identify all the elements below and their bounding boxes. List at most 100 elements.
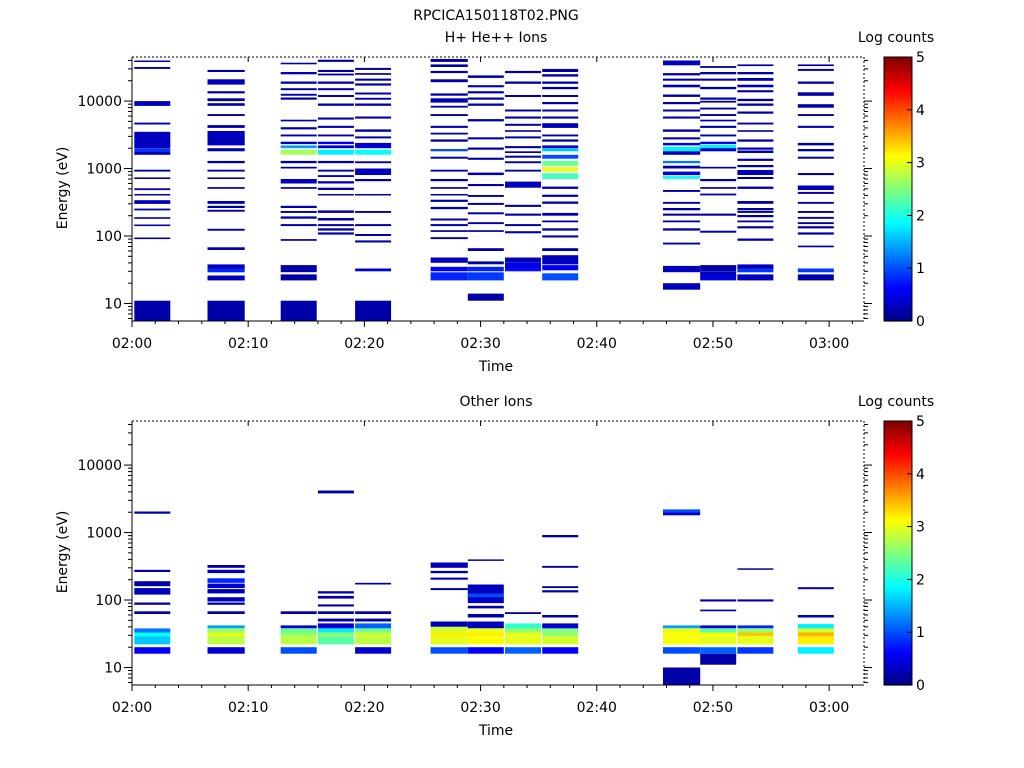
heatmap-cell	[134, 131, 171, 149]
y-axis-label: Energy (eV)	[55, 147, 71, 230]
heatmap-cell	[797, 636, 834, 645]
heatmap-cell	[737, 64, 774, 67]
heatmap-cell	[317, 228, 354, 231]
heatmap-cell	[737, 98, 774, 102]
heatmap-cell	[317, 218, 354, 221]
heatmap-cell	[700, 107, 737, 110]
heatmap-cell	[280, 216, 317, 219]
heatmap-cell	[797, 92, 834, 96]
heatmap-cell	[355, 168, 392, 175]
heatmap-cell	[737, 78, 774, 81]
heatmap-cell	[505, 123, 541, 126]
colorbar-swatch	[884, 604, 912, 608]
heatmap-cell	[700, 275, 737, 281]
colorbar-swatch	[884, 149, 912, 153]
heatmap-cell	[542, 109, 579, 112]
colorbar-swatch	[884, 579, 912, 583]
heatmap-cell	[280, 134, 317, 137]
colorbar-swatch	[884, 184, 912, 188]
colorbar-swatch	[884, 232, 912, 235]
heatmap-cell	[700, 271, 737, 276]
colorbar-swatch	[884, 87, 912, 91]
heatmap-cell	[280, 149, 317, 155]
colorbar-swatch	[884, 211, 912, 215]
heatmap-cell	[797, 68, 834, 71]
heatmap-cell	[505, 95, 541, 97]
colorbar-swatch	[884, 454, 912, 457]
y-tick-label: 10000	[77, 94, 122, 110]
heatmap-cell	[737, 201, 774, 204]
heatmap-cell	[505, 70, 541, 74]
colorbar-swatch	[884, 526, 912, 529]
colorbar-swatch	[884, 189, 912, 192]
heatmap-cell	[430, 621, 468, 627]
colorbar-swatch	[884, 592, 912, 595]
heatmap-cell	[663, 201, 701, 204]
colorbar-swatch	[884, 522, 912, 525]
heatmap-cell	[737, 147, 774, 150]
colorbar-swatch	[884, 548, 912, 552]
colorbar-swatch	[884, 491, 912, 494]
colorbar-swatch	[884, 193, 912, 196]
colorbar-swatch	[884, 73, 912, 77]
heatmap-cell	[467, 202, 504, 205]
colorbar-swatch	[884, 182, 912, 186]
colorbar-swatch	[884, 213, 912, 217]
colorbar-swatch	[884, 77, 912, 81]
colorbar-swatch	[884, 110, 912, 114]
heatmap-cell	[737, 111, 774, 114]
colorbar-swatch	[884, 470, 912, 474]
heatmap-cell	[430, 224, 468, 227]
heatmap-cell	[134, 194, 171, 196]
colorbar-swatch	[884, 116, 912, 120]
heatmap-cell	[700, 148, 737, 152]
x-tick-label: 03:00	[809, 700, 849, 716]
heatmap-cell	[505, 628, 541, 633]
colorbar-label: Log counts	[858, 394, 934, 410]
heatmap-cell	[542, 565, 579, 568]
colorbar-swatch	[884, 290, 912, 293]
colorbar-swatch	[884, 125, 912, 128]
y-tick-label: 100	[95, 229, 122, 245]
heatmap-cell	[207, 565, 245, 568]
heatmap-cell	[207, 201, 245, 204]
colorbar-swatch	[884, 588, 912, 591]
heatmap-cell	[134, 60, 171, 62]
heatmap-cell	[700, 97, 737, 100]
y-tick-label: 10	[104, 660, 122, 676]
heatmap-cell	[430, 149, 468, 152]
heatmap-cell	[542, 74, 579, 77]
heatmap-cell	[430, 132, 468, 135]
colorbar-swatch	[884, 143, 912, 147]
heatmap-cell	[700, 636, 737, 645]
heatmap-cell	[355, 83, 392, 86]
heatmap-cell	[355, 179, 392, 182]
colorbar-swatch	[884, 429, 912, 432]
heatmap-cell	[207, 602, 245, 605]
colorbar-swatch	[884, 106, 912, 110]
colorbar-swatch	[884, 219, 912, 223]
colorbar-swatch	[884, 487, 912, 490]
colorbar-swatch	[884, 176, 912, 180]
colorbar-swatch	[884, 505, 912, 509]
heatmap-cell	[737, 177, 774, 179]
heatmap-cell	[542, 145, 579, 149]
colorbar-swatch	[884, 170, 912, 174]
heatmap-cell	[505, 109, 541, 112]
colorbar-swatch	[884, 575, 912, 579]
colorbar-swatch	[884, 670, 912, 674]
heatmap-cell	[797, 222, 834, 225]
heatmap-cell	[505, 262, 541, 269]
heatmap-cell	[542, 81, 579, 84]
heatmap-cell	[797, 211, 834, 213]
heatmap-cell	[542, 636, 579, 645]
heatmap-cell	[317, 88, 354, 91]
colorbar-swatch	[884, 497, 912, 500]
heatmap-cell	[280, 62, 317, 65]
heatmap-cell	[467, 593, 504, 598]
heatmap-cell	[663, 647, 701, 654]
colorbar-tick-label: 5	[916, 50, 925, 66]
colorbar-swatch	[884, 63, 912, 66]
heatmap-cell	[134, 67, 171, 69]
colorbar-swatch	[884, 509, 912, 513]
